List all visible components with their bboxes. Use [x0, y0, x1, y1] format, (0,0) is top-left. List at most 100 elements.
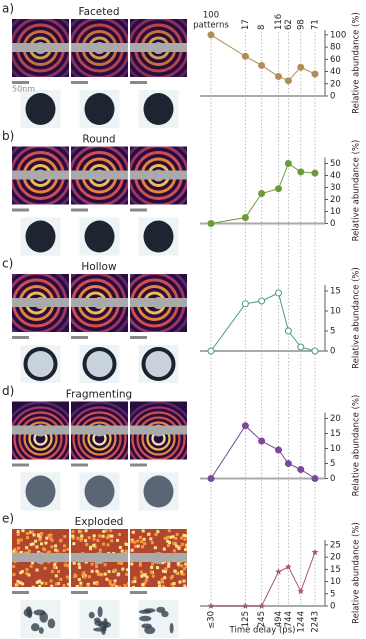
y-tick-label: 80	[330, 43, 341, 53]
speckle	[150, 541, 154, 545]
speckle	[171, 585, 175, 587]
speckle	[161, 580, 165, 584]
speckle	[68, 578, 69, 582]
speckle	[160, 561, 164, 565]
marker	[284, 327, 292, 335]
speckle	[118, 585, 122, 587]
speckle	[16, 538, 20, 542]
speckle	[29, 564, 33, 568]
speckle	[149, 570, 153, 574]
speckle	[151, 562, 155, 566]
speckle	[38, 538, 42, 542]
marker	[275, 185, 283, 193]
speckle	[108, 582, 112, 586]
speckle	[66, 563, 69, 567]
speckle	[50, 545, 54, 549]
marker	[207, 602, 215, 609]
speckle	[86, 586, 90, 587]
particle	[143, 93, 174, 125]
fragment	[161, 610, 169, 618]
speckle	[14, 550, 18, 554]
marker	[241, 52, 249, 60]
speckle	[172, 582, 176, 586]
ring	[136, 416, 181, 460]
speckle	[93, 581, 97, 585]
speckle	[67, 582, 69, 586]
marker	[297, 63, 305, 71]
speckle	[79, 581, 83, 585]
speckle	[18, 581, 22, 585]
speckle	[101, 534, 105, 538]
marker	[311, 169, 319, 177]
speckle	[54, 574, 58, 578]
fragment	[97, 606, 103, 618]
speckle	[62, 548, 66, 552]
fragment	[144, 626, 156, 635]
beam-stop	[93, 42, 106, 54]
y-tick-label: 40	[330, 171, 341, 181]
y-tick-label: 20	[330, 553, 341, 563]
speckle	[38, 585, 42, 587]
speckle	[123, 584, 127, 587]
marker	[207, 475, 215, 482]
speckle	[133, 576, 137, 580]
y-tick-label: 5	[330, 327, 335, 337]
beam-stop	[34, 297, 47, 309]
fragment	[39, 611, 49, 623]
particle	[143, 220, 174, 253]
speckle	[169, 576, 173, 580]
scale-bar	[130, 591, 147, 594]
speckle	[82, 571, 86, 575]
pattern-unit: patterns	[193, 21, 229, 31]
speckle	[185, 545, 187, 549]
beam-stop	[34, 169, 47, 182]
speckle	[14, 583, 18, 587]
speckle	[182, 533, 186, 537]
marker	[284, 460, 292, 467]
speckle	[157, 580, 161, 584]
speckle	[34, 539, 38, 543]
panel-title: Fragmenting	[66, 389, 132, 401]
x-tick-label: 2243	[310, 611, 320, 633]
scale-bar	[12, 463, 29, 467]
speckle	[25, 531, 29, 535]
diffraction-image	[12, 274, 69, 332]
speckle	[100, 573, 104, 577]
ring	[77, 416, 122, 460]
speckle	[59, 539, 63, 543]
speckle	[79, 530, 83, 534]
speckle	[112, 583, 116, 587]
speckle	[107, 570, 111, 574]
y-tick-label: 0	[330, 219, 335, 229]
diffraction-image	[12, 401, 69, 460]
speckle	[87, 586, 91, 587]
speckle	[109, 529, 113, 533]
speckle	[96, 572, 100, 576]
speckle	[125, 542, 128, 546]
speckle	[185, 564, 187, 568]
beam-stop	[34, 42, 47, 54]
speckle	[106, 543, 110, 547]
speckle	[90, 562, 94, 566]
diffraction-image	[12, 146, 69, 205]
speckle	[87, 575, 91, 579]
scale-bar	[130, 208, 147, 212]
diffraction-image	[71, 146, 128, 205]
speckle	[86, 584, 90, 587]
speckle	[175, 532, 179, 536]
speckle	[25, 546, 29, 550]
speckle	[77, 562, 81, 566]
speckle	[118, 532, 122, 536]
speckle	[116, 538, 120, 542]
speckle	[89, 545, 93, 549]
speckle	[13, 547, 17, 551]
speckle	[182, 579, 186, 583]
beam-stop	[93, 169, 106, 182]
marker	[311, 70, 319, 78]
speckle	[177, 563, 181, 567]
speckle	[16, 579, 20, 583]
beam-stop	[152, 169, 165, 182]
speckle	[131, 580, 135, 584]
diffraction-image	[12, 19, 69, 77]
speckle	[112, 569, 116, 573]
